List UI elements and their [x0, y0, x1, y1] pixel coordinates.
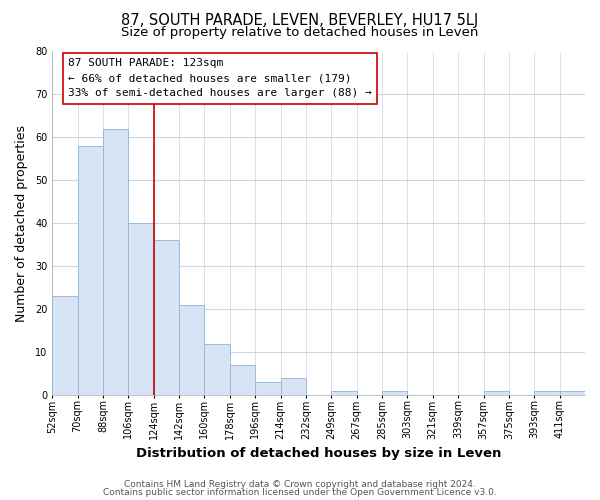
Bar	[560, 391, 585, 395]
Bar	[205, 344, 230, 395]
Text: Contains public sector information licensed under the Open Government Licence v3: Contains public sector information licen…	[103, 488, 497, 497]
Bar	[128, 224, 154, 395]
Bar	[255, 382, 281, 395]
Y-axis label: Number of detached properties: Number of detached properties	[15, 125, 28, 322]
Bar	[77, 146, 103, 395]
Bar	[281, 378, 306, 395]
Text: Size of property relative to detached houses in Leven: Size of property relative to detached ho…	[121, 26, 479, 39]
Bar	[331, 391, 356, 395]
Bar	[534, 391, 560, 395]
Bar	[484, 391, 509, 395]
Text: 87 SOUTH PARADE: 123sqm
← 66% of detached houses are smaller (179)
33% of semi-d: 87 SOUTH PARADE: 123sqm ← 66% of detache…	[68, 58, 372, 98]
Bar	[52, 296, 77, 395]
Text: 87, SOUTH PARADE, LEVEN, BEVERLEY, HU17 5LJ: 87, SOUTH PARADE, LEVEN, BEVERLEY, HU17 …	[121, 12, 479, 28]
Bar	[103, 129, 128, 395]
Text: Contains HM Land Registry data © Crown copyright and database right 2024.: Contains HM Land Registry data © Crown c…	[124, 480, 476, 489]
Bar	[179, 305, 205, 395]
X-axis label: Distribution of detached houses by size in Leven: Distribution of detached houses by size …	[136, 447, 501, 460]
Bar	[230, 365, 255, 395]
Bar	[154, 240, 179, 395]
Bar	[382, 391, 407, 395]
